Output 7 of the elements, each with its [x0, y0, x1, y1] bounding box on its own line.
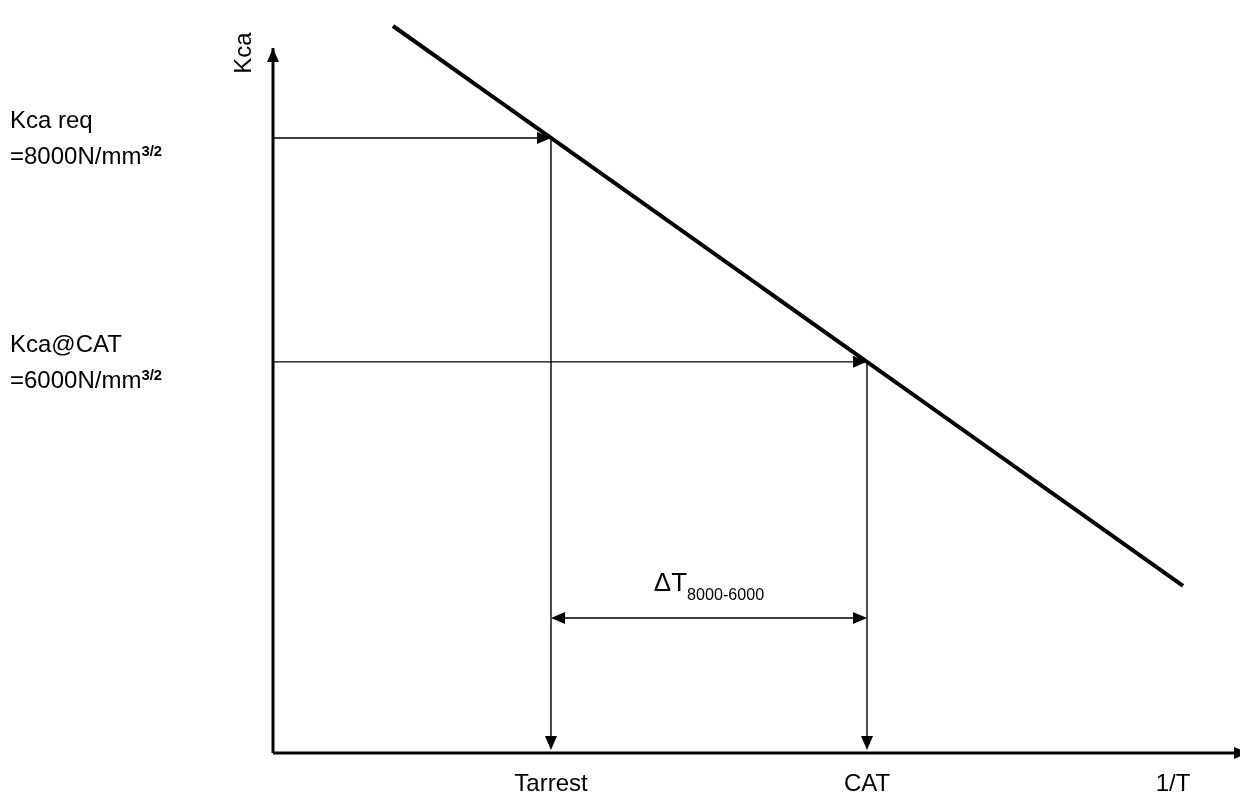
y-axis-title: Kca: [229, 31, 256, 74]
x-tick-label: Tarrest: [514, 769, 588, 796]
text: Kca@CAT =6000N/mm$^{3/2}$: [10, 329, 163, 393]
x-tick-label: CAT: [843, 769, 891, 796]
x-axis-title: 1/T: [1155, 769, 1191, 796]
text: Kca req =8000N/mm$^{3/2}$: [10, 105, 163, 169]
annotation: ΔT$_{8000-6000}$: [653, 567, 765, 603]
